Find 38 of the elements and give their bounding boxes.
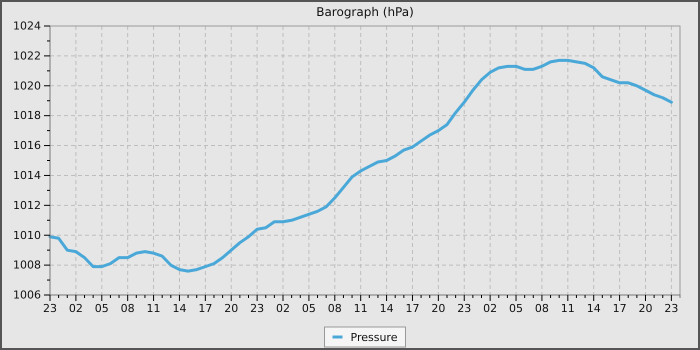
x-tick-label: 02: [276, 302, 290, 315]
x-tick-label: 23: [43, 302, 57, 315]
x-tick-label: 23: [457, 302, 472, 315]
chart-title: Barograph (hPa): [316, 5, 414, 19]
y-tick-label: 1024: [13, 20, 41, 33]
x-tick-label: 23: [664, 302, 678, 315]
line-series: [48, 58, 673, 273]
x-tick-label: 20: [638, 302, 652, 315]
y-tick-label: 1008: [13, 258, 41, 272]
y-tick-label: 1022: [13, 49, 41, 62]
legend-label: Pressure: [350, 331, 398, 344]
x-tick-label: 08: [120, 302, 135, 315]
x-tick-label: 05: [94, 302, 109, 315]
x-tick-label: 17: [198, 302, 212, 315]
x-tick-label: 20: [431, 302, 446, 315]
y-tick-label: 1018: [13, 109, 41, 122]
x-tick-label: 02: [483, 302, 498, 315]
x-tick-label: 08: [534, 302, 549, 315]
y-tick-label: 1014: [13, 168, 41, 182]
y-tick-label: 1010: [13, 228, 41, 242]
x-tick-label: 20: [224, 302, 238, 315]
x-tick-label: 05: [302, 302, 316, 315]
x-tick-label: 14: [586, 302, 601, 315]
x-tick-label: 05: [509, 302, 524, 315]
x-tick-label: 11: [560, 302, 575, 315]
y-tick-label: 1020: [13, 79, 41, 92]
x-tick-label: 08: [328, 302, 342, 315]
y-tick-label: 1016: [13, 139, 41, 152]
x-tick-label: 02: [68, 302, 83, 315]
x-tick-label: 11: [146, 302, 161, 315]
x-tick-label: 14: [380, 302, 394, 315]
x-tick-label: 11: [354, 302, 368, 315]
y-tick-label: 1012: [13, 198, 41, 212]
x-tick-label: 14: [172, 302, 186, 315]
x-tick-label: 17: [612, 302, 627, 315]
x-tick-label: 23: [250, 302, 264, 315]
x-tick-label: 17: [405, 302, 420, 315]
y-tick-label: 1006: [13, 288, 41, 302]
